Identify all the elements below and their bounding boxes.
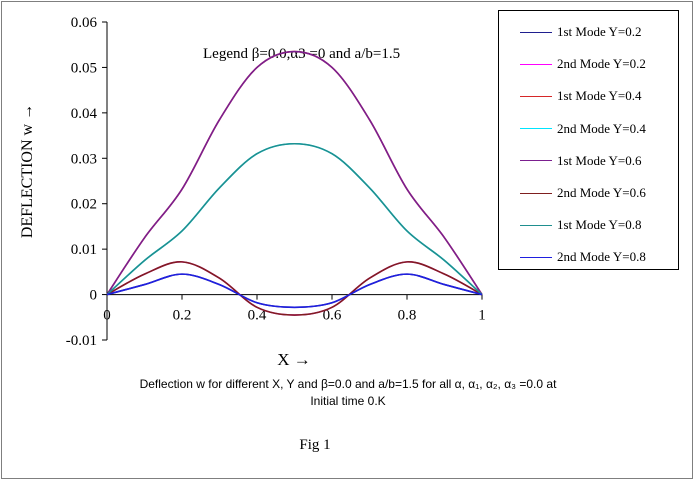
legend-label: 2nd Mode Y=0.2 (557, 56, 646, 72)
x-tick-label: 0.4 (248, 308, 267, 324)
legend-swatch (520, 224, 552, 226)
legend-swatch (520, 31, 552, 33)
legend-label: 2nd Mode Y=0.6 (557, 185, 646, 200)
y-tick-label: 0.04 (71, 106, 98, 122)
legend-item: 1st Mode Y=0.8 (499, 215, 642, 235)
x-tick-label: 0.8 (398, 308, 417, 324)
legend-swatch (520, 63, 552, 65)
chart-legend: 1st Mode Y=0.2 2nd Mode Y=0.2 1st Mode Y=0… (498, 10, 679, 270)
legend-item: 2nd Mode Y=0.4 (499, 119, 646, 139)
legend-item: 2nd Mode Y=0.8 (499, 247, 646, 267)
series-line-7 (106, 142, 483, 296)
legend-item: 2nd Mode Y=0.2 (499, 54, 646, 74)
y-tick-label: 0.06 (71, 15, 98, 31)
caption-line-2: Initial time 0.K (310, 394, 386, 408)
legend-item: 1st Mode Y=0.6 (499, 151, 642, 171)
y-axis-label: DEFLECTION w → (19, 104, 36, 238)
legend-label: 1st Mode Y=0.4 (557, 88, 642, 104)
y-tick-label: 0.02 (71, 197, 97, 213)
legend-item: 2nd Mode Y=0.6 (499, 183, 646, 203)
legend-swatch (520, 95, 552, 97)
y-tick-label: 0.01 (71, 242, 97, 258)
legend-label: 1st Mode Y=0.6 (557, 152, 642, 168)
y-tick-label: 0 (90, 288, 98, 304)
legend-label: 1st Mode Y=0.8 (557, 217, 642, 233)
series-line-5 (106, 50, 483, 296)
chart-title: Legend β=0.0,α3 =0 and a/b=1.5 (203, 46, 400, 62)
series-line-8 (106, 273, 483, 309)
legend-swatch (520, 192, 552, 194)
series-line-6 (106, 261, 483, 316)
figure-label: Fig 1 (299, 437, 331, 453)
legend-swatch (520, 160, 552, 162)
legend-swatch (520, 128, 552, 130)
series-line-4 (106, 142, 483, 296)
y-tick-label: -0.01 (66, 333, 97, 349)
x-tick-label: 0 (103, 308, 111, 324)
x-tick-label: 0.2 (173, 308, 192, 324)
series-line-1 (106, 273, 483, 309)
x-axis-label: X → (277, 350, 311, 369)
legend-item: 1st Mode Y=0.2 (499, 22, 642, 42)
x-tick-label: 1 (478, 308, 486, 324)
legend-item: 1st Mode Y=0.4 (499, 86, 642, 106)
legend-label: 2nd Mode Y=0.4 (557, 120, 646, 136)
x-tick-label: 0.6 (323, 308, 342, 324)
series-line-3 (106, 50, 483, 296)
legend-label: 2nd Mode Y=0.8 (557, 249, 646, 265)
legend-swatch (520, 256, 552, 258)
legend-label: 1st Mode Y=0.2 (557, 24, 642, 39)
y-tick-label: 0.05 (71, 60, 97, 76)
caption-line-1: Deflection w for different X, Y and β=0.… (139, 377, 557, 391)
y-tick-label: 0.03 (71, 151, 97, 167)
